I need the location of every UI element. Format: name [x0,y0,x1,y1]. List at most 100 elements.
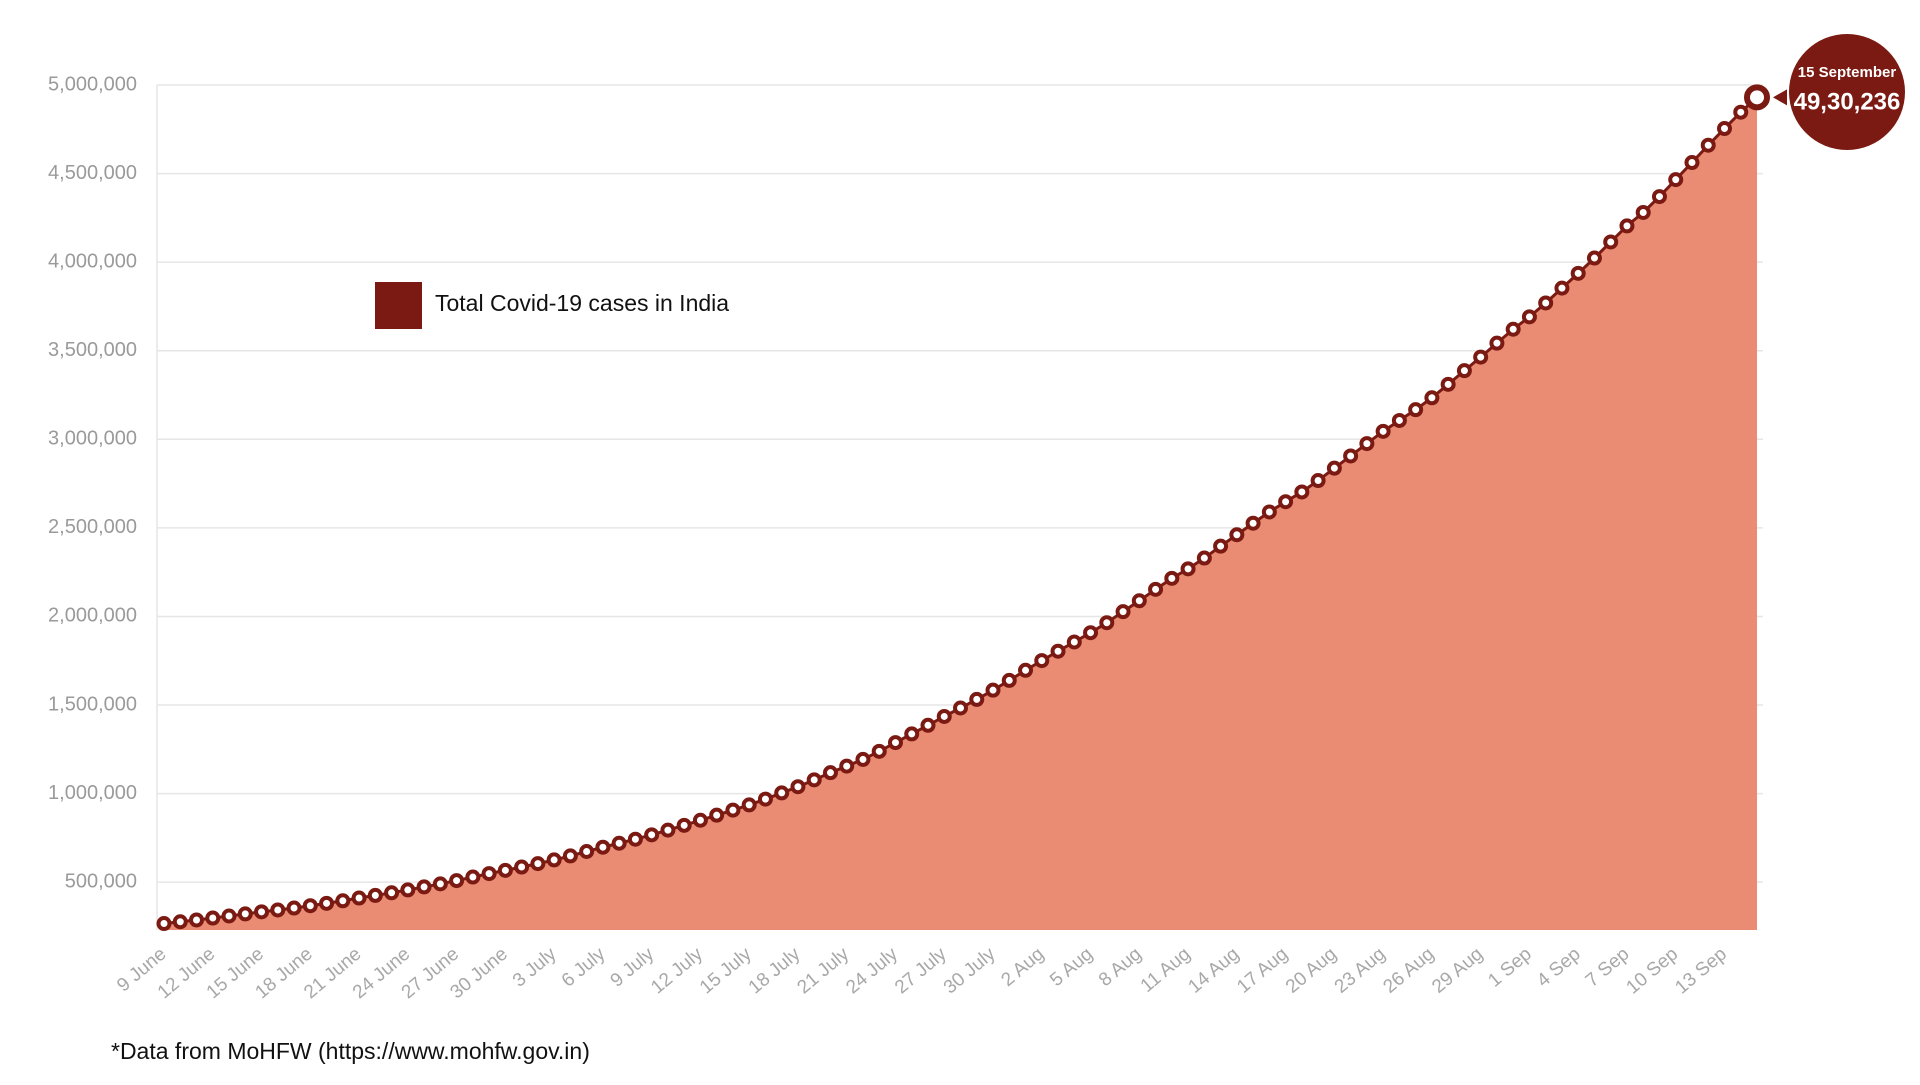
x-tick-label: 12 July [647,943,707,998]
legend-label: Total Covid-19 cases in India [435,290,729,316]
callout-bubble [1789,34,1905,150]
marker [611,835,627,851]
marker [1213,538,1229,554]
x-tick-label: 13 Sep [1671,944,1731,999]
marker [416,879,432,895]
marker [286,900,302,916]
marker [1083,625,1099,641]
marker [1261,504,1277,520]
marker [774,785,790,801]
marker [627,831,643,847]
marker [725,802,741,818]
marker [205,910,221,926]
marker [270,902,286,918]
x-tick-label: 5 Aug [1046,944,1097,991]
marker [1115,604,1131,620]
marker [709,807,725,823]
x-tick-label: 4 Sep [1533,944,1585,992]
marker [1050,643,1066,659]
marker [1034,653,1050,669]
marker [189,912,205,928]
marker [985,682,1001,698]
marker [1359,436,1375,452]
marker [676,817,692,833]
x-tick-label: 18 July [745,943,805,998]
callout-value: 49,30,236 [1794,88,1901,115]
x-tick-label: 1 Sep [1484,944,1536,992]
marker [1180,561,1196,577]
marker [904,726,920,742]
marker [790,779,806,795]
marker [839,758,855,774]
marker [1229,527,1245,543]
marker [1489,335,1505,351]
y-tick-label: 3,000,000 [48,428,137,450]
x-tick-label: 23 Aug [1331,944,1390,998]
marker [1570,265,1586,281]
marker [319,895,335,911]
x-tick-label: 2 Aug [997,944,1048,991]
marker [335,893,351,909]
marker [1521,309,1537,325]
marker [514,859,530,875]
marker [384,885,400,901]
marker [1603,234,1619,250]
y-tick-label: 5,000,000 [48,73,137,95]
marker [595,839,611,855]
x-tick-label: 29 Aug [1428,944,1487,998]
x-tick-label: 10 Sep [1623,944,1683,999]
marker [1456,363,1472,379]
marker [481,866,497,882]
y-tick-label: 1,500,000 [48,693,137,715]
y-tick-label: 4,500,000 [48,162,137,184]
marker [920,717,936,733]
marker [1733,104,1749,120]
x-tick-label: 24 July [842,943,902,998]
marker [1619,218,1635,234]
callout-pointer [1773,89,1787,106]
marker [449,873,465,889]
marker [644,827,660,843]
marker [1635,204,1651,220]
marker [237,906,253,922]
marker [822,765,838,781]
x-tick-label: 20 Aug [1282,944,1341,998]
marker [432,876,448,892]
x-tick-label: 11 Aug [1137,944,1195,997]
marker [1278,494,1294,510]
marker [1245,515,1261,531]
marker [1473,349,1489,365]
y-tick-label: 500,000 [65,870,137,892]
x-tick-label: 15 July [696,943,756,998]
marker [1148,581,1164,597]
callout-date: 15 September [1798,64,1897,81]
x-tick-label: 21 July [794,943,854,998]
marker [871,743,887,759]
marker [936,708,952,724]
marker [1196,550,1212,566]
marker [1066,634,1082,650]
marker [1668,172,1684,188]
marker [1651,189,1667,205]
marker [757,791,773,807]
legend-swatch [375,282,422,329]
marker [221,908,237,924]
marker [1408,402,1424,418]
marker [1375,423,1391,439]
source-note: *Data from MoHFW (https://www.mohfw.gov.… [111,1038,590,1064]
x-tick-label: 6 July [558,943,610,991]
marker [172,914,188,930]
marker [579,843,595,859]
marker [969,691,985,707]
marker [497,862,513,878]
marker-highlight [1744,84,1770,111]
marker [1684,155,1700,171]
marker [1716,121,1732,137]
area [164,97,1757,931]
marker [351,890,367,906]
x-tick-label: 27 July [891,943,951,998]
marker [1440,376,1456,392]
marker [400,882,416,898]
